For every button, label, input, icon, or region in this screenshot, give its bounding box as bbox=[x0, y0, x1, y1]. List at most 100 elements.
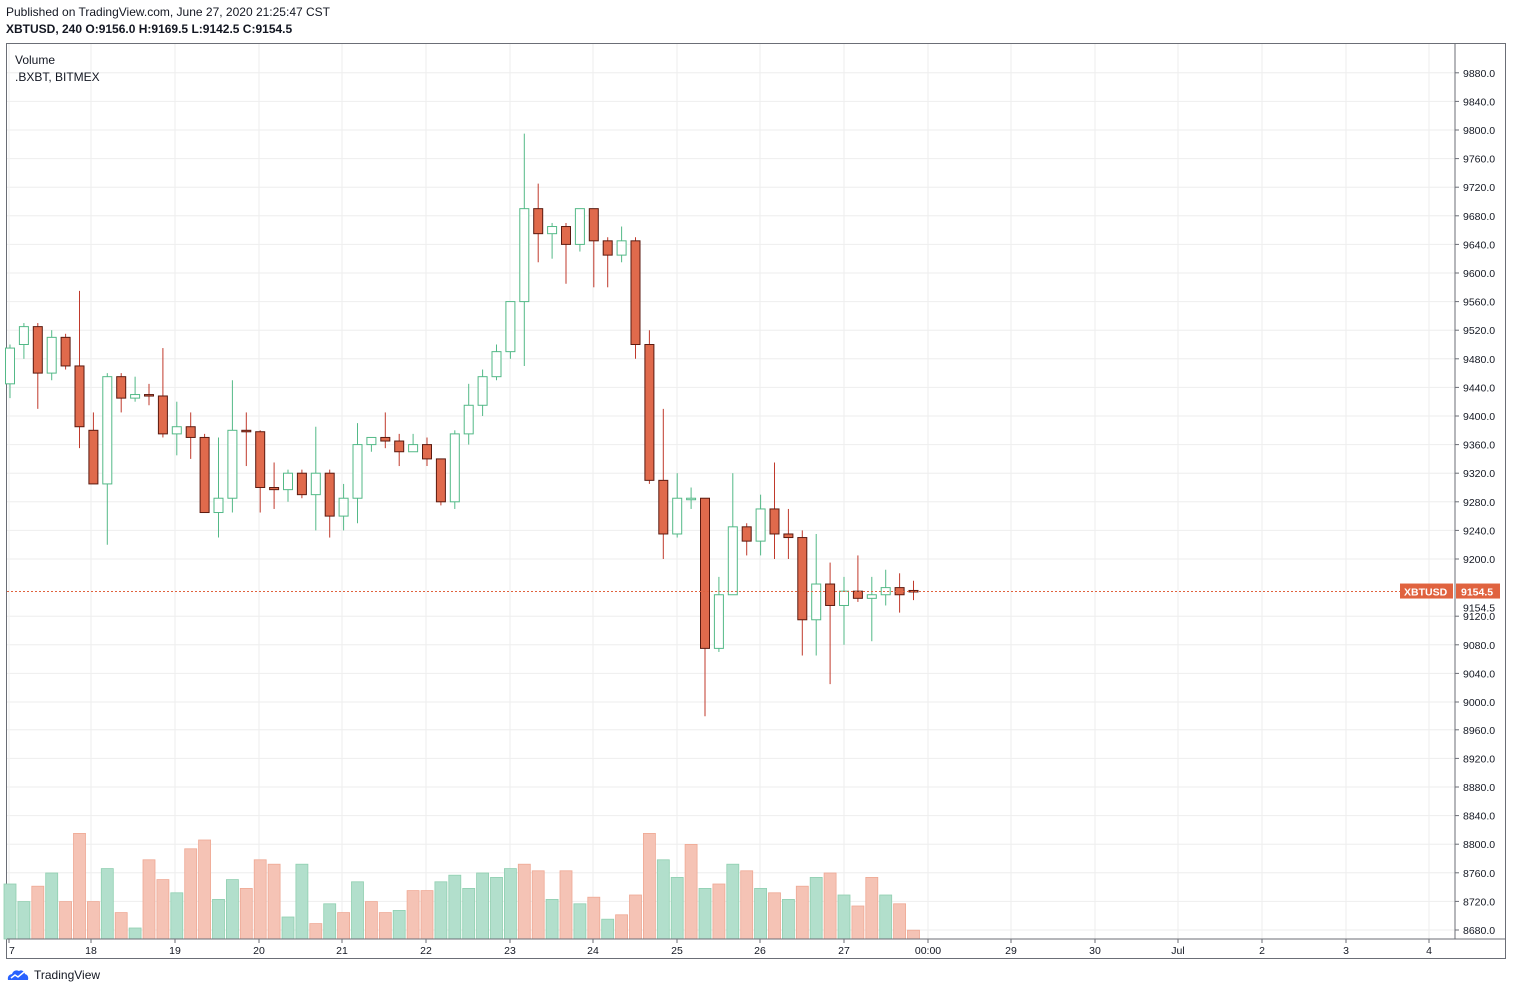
candle-body[interactable] bbox=[394, 440, 405, 453]
candle-body[interactable] bbox=[5, 347, 15, 385]
candle-body[interactable] bbox=[561, 226, 571, 245]
volume-bar bbox=[225, 879, 239, 940]
candle-body[interactable] bbox=[713, 594, 724, 649]
candle-body[interactable] bbox=[296, 472, 307, 496]
ohlc-readout: XBTUSD, 240 O:9156.0 H:9169.5 L:9142.5 C… bbox=[6, 22, 292, 36]
candle-body[interactable] bbox=[811, 583, 822, 621]
candle-body[interactable] bbox=[797, 537, 808, 621]
candle-body[interactable] bbox=[380, 436, 391, 442]
candle-body[interactable] bbox=[283, 472, 293, 491]
candle-body[interactable] bbox=[505, 301, 516, 353]
candle-body[interactable] bbox=[18, 326, 29, 345]
candle-body[interactable] bbox=[171, 426, 182, 435]
y-tick-label: 9560.0 bbox=[1463, 297, 1495, 309]
candle-body[interactable] bbox=[435, 458, 446, 503]
y-tick-label: 9320.0 bbox=[1463, 468, 1495, 480]
candle-body[interactable] bbox=[46, 336, 57, 374]
candle-body[interactable] bbox=[783, 533, 794, 539]
candle-body[interactable] bbox=[866, 594, 877, 599]
candle-body[interactable] bbox=[60, 336, 71, 367]
candle-body[interactable] bbox=[727, 526, 738, 596]
candle-body[interactable] bbox=[227, 429, 238, 499]
candle-body[interactable] bbox=[574, 208, 585, 245]
volume-bar bbox=[392, 910, 406, 940]
candle-body[interactable] bbox=[672, 497, 683, 535]
candle-body[interactable] bbox=[74, 365, 85, 428]
candle-body[interactable] bbox=[255, 431, 266, 489]
candle-body[interactable] bbox=[630, 240, 641, 345]
candle-body[interactable] bbox=[852, 590, 863, 599]
candle-body[interactable] bbox=[519, 208, 530, 303]
y-tick-label: 9520.0 bbox=[1463, 325, 1495, 337]
candle-body[interactable] bbox=[310, 472, 321, 496]
symbol-interval: XBTUSD, 240 bbox=[6, 22, 83, 36]
price-tag-symbol: XBTUSD bbox=[1404, 587, 1448, 599]
volume-bar bbox=[740, 870, 754, 940]
candle-body[interactable] bbox=[686, 497, 697, 501]
candle-body[interactable] bbox=[547, 226, 558, 235]
y-tick-label: 8680.0 bbox=[1463, 925, 1495, 937]
volume-bar bbox=[476, 872, 490, 940]
candle-body[interactable] bbox=[366, 436, 377, 446]
candle-body[interactable] bbox=[741, 526, 752, 542]
candle-body[interactable] bbox=[338, 497, 349, 517]
candle-body[interactable] bbox=[241, 429, 252, 433]
candle-body[interactable] bbox=[185, 426, 196, 438]
y-tick-label: 9400.0 bbox=[1463, 411, 1495, 423]
footer-brand[interactable]: TradingView bbox=[6, 968, 100, 982]
candle-body[interactable] bbox=[644, 344, 655, 481]
volume-bar bbox=[31, 885, 45, 940]
volume-bar bbox=[615, 914, 628, 940]
volume-bar bbox=[351, 881, 364, 940]
candle-body[interactable] bbox=[463, 404, 474, 435]
candle-body[interactable] bbox=[880, 587, 891, 596]
candle-body[interactable] bbox=[588, 208, 599, 242]
volume-bar bbox=[184, 848, 198, 940]
candle-body[interactable] bbox=[839, 590, 849, 606]
candle-body[interactable] bbox=[130, 394, 141, 399]
candle-body[interactable] bbox=[352, 444, 363, 499]
candle-body[interactable] bbox=[755, 508, 766, 542]
x-tick-label: 29 bbox=[1005, 945, 1017, 957]
candle-body[interactable] bbox=[408, 444, 419, 453]
volume-bar bbox=[837, 894, 851, 940]
candle-body[interactable] bbox=[533, 208, 544, 235]
candle-body[interactable] bbox=[825, 583, 836, 606]
x-tick-label: 7 bbox=[9, 945, 15, 957]
y-tick-label: 9280.0 bbox=[1463, 497, 1495, 509]
y-tick-label: 9120.0 bbox=[1463, 611, 1495, 623]
candle-body[interactable] bbox=[144, 394, 154, 397]
candle-body[interactable] bbox=[157, 395, 168, 435]
y-tick-label: 9600.0 bbox=[1463, 268, 1495, 280]
x-tick-label: 18 bbox=[85, 945, 97, 957]
candle-body[interactable] bbox=[449, 433, 460, 503]
candle-body[interactable] bbox=[116, 376, 127, 399]
volume-bar bbox=[239, 888, 253, 940]
volume-bar bbox=[795, 885, 809, 940]
candle-body[interactable] bbox=[213, 497, 224, 514]
volume-bar bbox=[907, 929, 920, 940]
volume-bar bbox=[420, 890, 434, 940]
price-tag-value-bg bbox=[1456, 583, 1500, 599]
candle-body[interactable] bbox=[602, 240, 613, 256]
candle-body[interactable] bbox=[324, 472, 335, 517]
candle-body[interactable] bbox=[199, 436, 210, 514]
chart-frame[interactable] bbox=[6, 43, 1506, 959]
volume-bar bbox=[601, 918, 615, 940]
candle-body[interactable] bbox=[491, 351, 502, 378]
candle-body[interactable] bbox=[269, 487, 280, 491]
y-tick-label: 9040.0 bbox=[1463, 668, 1495, 680]
candle-body[interactable] bbox=[769, 508, 780, 535]
volume-bar bbox=[698, 888, 712, 940]
candle-body[interactable] bbox=[477, 376, 488, 406]
candle-body[interactable] bbox=[422, 444, 432, 460]
candle-body[interactable] bbox=[32, 326, 43, 374]
y-tick-label: 9840.0 bbox=[1463, 96, 1495, 108]
volume-bar bbox=[337, 912, 351, 940]
candle-body[interactable] bbox=[700, 497, 710, 649]
candle-body[interactable] bbox=[88, 429, 99, 485]
candle-body[interactable] bbox=[102, 376, 113, 485]
candle-body[interactable] bbox=[616, 240, 627, 256]
candle-body[interactable] bbox=[658, 479, 669, 535]
